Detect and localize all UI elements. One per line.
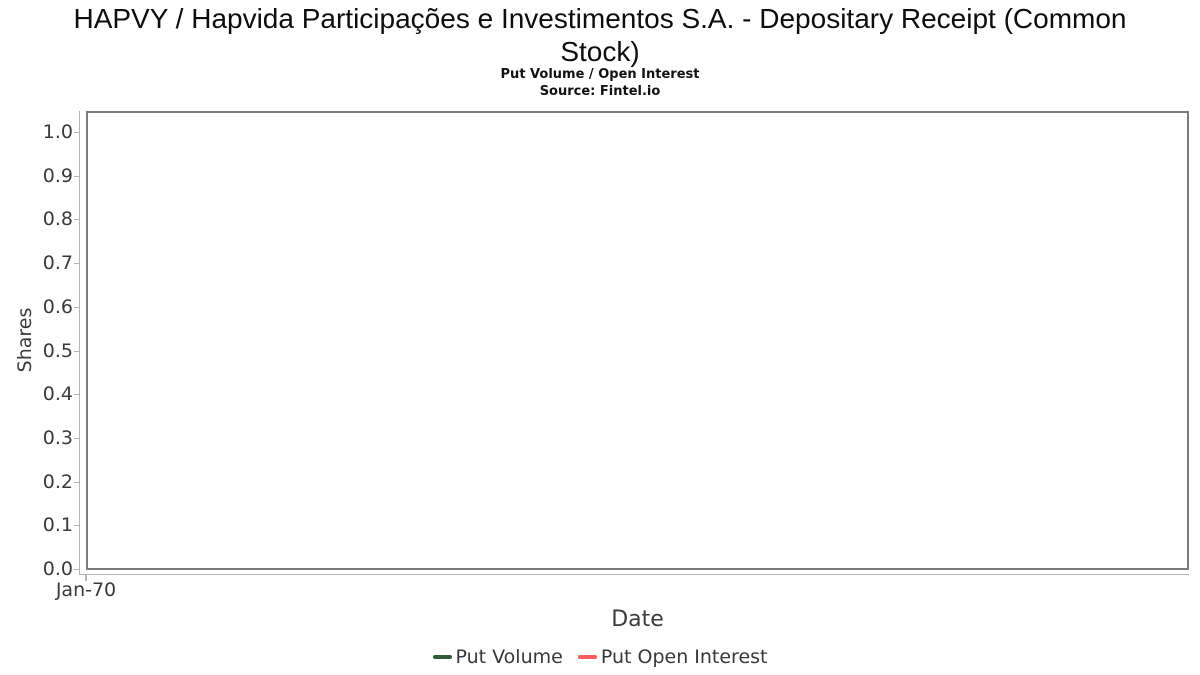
y-tick-mark (74, 306, 79, 308)
y-tick-mark (74, 394, 79, 396)
plot-area (86, 111, 1189, 570)
x-tick-label: Jan-70 (55, 579, 117, 601)
y-tick-label: 0.4 (42, 383, 73, 406)
y-tick-mark (74, 481, 79, 483)
chart-subtitle: Put Volume / Open Interest (500, 67, 700, 82)
legend-item[interactable]: Put Volume (432, 646, 563, 668)
y-tick-mark (74, 569, 79, 570)
y-tick-label: 0.8 (42, 208, 73, 231)
legend-label: Put Volume (455, 646, 563, 668)
y-tick-label: 0.5 (42, 339, 73, 362)
y-tick-label: 0.2 (42, 470, 73, 493)
x-axis-title: Date (611, 607, 664, 632)
y-axis-title: Shares (14, 307, 36, 373)
legend-line-marker-icon (432, 655, 452, 659)
y-tick-mark (74, 219, 79, 221)
legend: Put Volume Put Open Interest (0, 646, 1200, 668)
x-tick-mark (85, 575, 87, 581)
y-axis-line (79, 111, 80, 575)
y-tick-label: 0.7 (42, 252, 73, 275)
y-tick-mark (74, 175, 79, 177)
y-tick-label: 0.3 (42, 426, 73, 449)
y-tick-label: 0.6 (42, 295, 73, 318)
y-tick-mark (74, 132, 79, 133)
chart-title: HAPVY / Hapvida Participações e Investim… (0, 2, 1200, 68)
y-tick-label: 0.9 (42, 164, 73, 187)
x-axis-line (79, 574, 1189, 575)
y-tick-label: 0.1 (42, 514, 73, 537)
legend-label: Put Open Interest (600, 646, 768, 668)
y-tick-mark (74, 437, 79, 439)
chart-source-attribution: Source: Fintel.io (539, 84, 661, 99)
legend-line-marker-icon (577, 655, 597, 659)
y-tick-label: 0.0 (42, 558, 73, 580)
y-tick-mark (74, 350, 79, 352)
y-tick-mark (74, 263, 79, 265)
chart-title-line1: HAPVY / Hapvida Participações e Investim… (73, 3, 1127, 34)
y-tick-mark (74, 525, 79, 527)
chart-title-line2: Stock) (560, 36, 640, 67)
y-tick-label: 1.0 (42, 121, 73, 143)
legend-item[interactable]: Put Open Interest (577, 646, 768, 668)
